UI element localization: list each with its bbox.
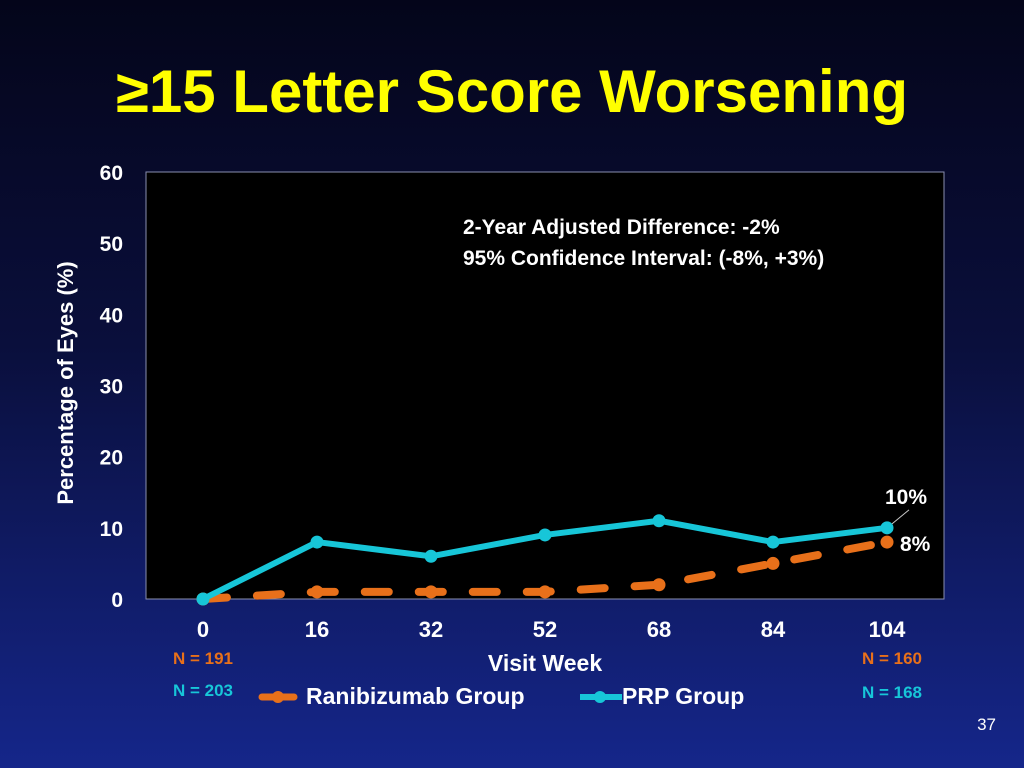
x-tick-label: 84 [761, 617, 786, 642]
legend-swatch-ranibizumab-icon [258, 690, 298, 703]
page-number: 37 [977, 715, 996, 734]
y-tick-label: 10 [100, 518, 123, 541]
y-tick-label: 50 [100, 233, 123, 256]
data-point-prp [880, 521, 894, 535]
n-label-ranibizumab-end: N = 160 [862, 649, 923, 668]
legend-label-prp: PRP Group [622, 683, 745, 709]
legend-item-prp: PRP Group [578, 683, 744, 710]
x-tick-label: 68 [647, 617, 671, 642]
y-tick-label: 20 [100, 447, 123, 470]
y-tick-label: 30 [100, 376, 123, 399]
y-tick-label: 40 [100, 304, 123, 327]
data-point-prp [310, 535, 324, 549]
data-point-ranibizumab [766, 556, 780, 570]
annotation-text: 95% Confidence Interval: (-8%, +3%) [463, 247, 824, 270]
n-label-prp-start: N = 203 [173, 681, 234, 700]
n-label-prp-end: N = 168 [862, 683, 923, 702]
end-label-prp: 10% [885, 486, 927, 509]
data-point-ranibizumab [652, 578, 666, 592]
x-tick-label: 52 [533, 617, 557, 642]
x-tick-label: 16 [305, 617, 329, 642]
data-point-ranibizumab [310, 585, 324, 599]
data-point-prp [424, 549, 438, 563]
legend-swatch-prp-icon [580, 690, 622, 703]
data-point-ranibizumab [424, 585, 438, 599]
data-point-prp [196, 592, 210, 606]
y-tick-label: 60 [100, 162, 123, 185]
x-tick-label: 32 [419, 617, 443, 642]
n-label-ranibizumab-start: N = 191 [173, 649, 234, 668]
plot-area [145, 171, 945, 600]
x-tick-label: 104 [869, 617, 906, 642]
data-point-prp [652, 514, 666, 528]
end-label-ranibizumab: 8% [900, 533, 931, 556]
data-point-prp [538, 528, 552, 542]
x-axis-label: Visit Week [488, 650, 602, 676]
annotation-text: 2-Year Adjusted Difference: -2% [463, 216, 780, 239]
legend-label-ranibizumab: Ranibizumab Group [306, 683, 525, 709]
slide-title: ≥15 Letter Score Worsening [115, 58, 909, 125]
x-tick-label: 0 [197, 617, 209, 642]
y-tick-label: 0 [111, 589, 123, 612]
legend-item-ranibizumab: Ranibizumab Group [258, 683, 525, 710]
data-point-prp [766, 535, 780, 549]
leader-line [891, 509, 910, 525]
data-point-ranibizumab [538, 585, 552, 599]
data-point-ranibizumab [880, 535, 894, 549]
